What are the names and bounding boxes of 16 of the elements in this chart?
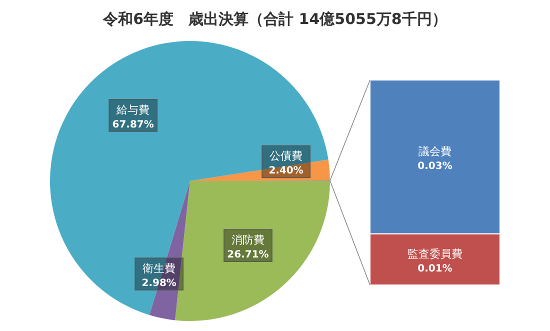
slice-label: 公債費 xyxy=(270,150,303,163)
data-label: 2.40% xyxy=(268,166,304,177)
pie-slice xyxy=(190,160,330,181)
pie-slice xyxy=(50,41,328,315)
pie-slice xyxy=(175,180,330,321)
chart-title: 令和6年度 歳出決算（合計 14億5055万8千円） xyxy=(102,10,447,28)
slice-label: 消防費 xyxy=(232,234,265,247)
slice-label: 給与費 xyxy=(116,103,150,116)
data-label: 0.03% xyxy=(418,160,452,172)
data-label: 2.98% xyxy=(142,278,176,289)
slice-label: 衛生費 xyxy=(142,262,176,275)
data-label: 67.87% xyxy=(112,119,154,130)
data-label: 0.01% xyxy=(418,263,452,274)
data-label: 26.71% xyxy=(227,250,269,261)
series-label: 議会費 xyxy=(418,144,452,158)
series-label: 監査委員費 xyxy=(408,247,462,260)
